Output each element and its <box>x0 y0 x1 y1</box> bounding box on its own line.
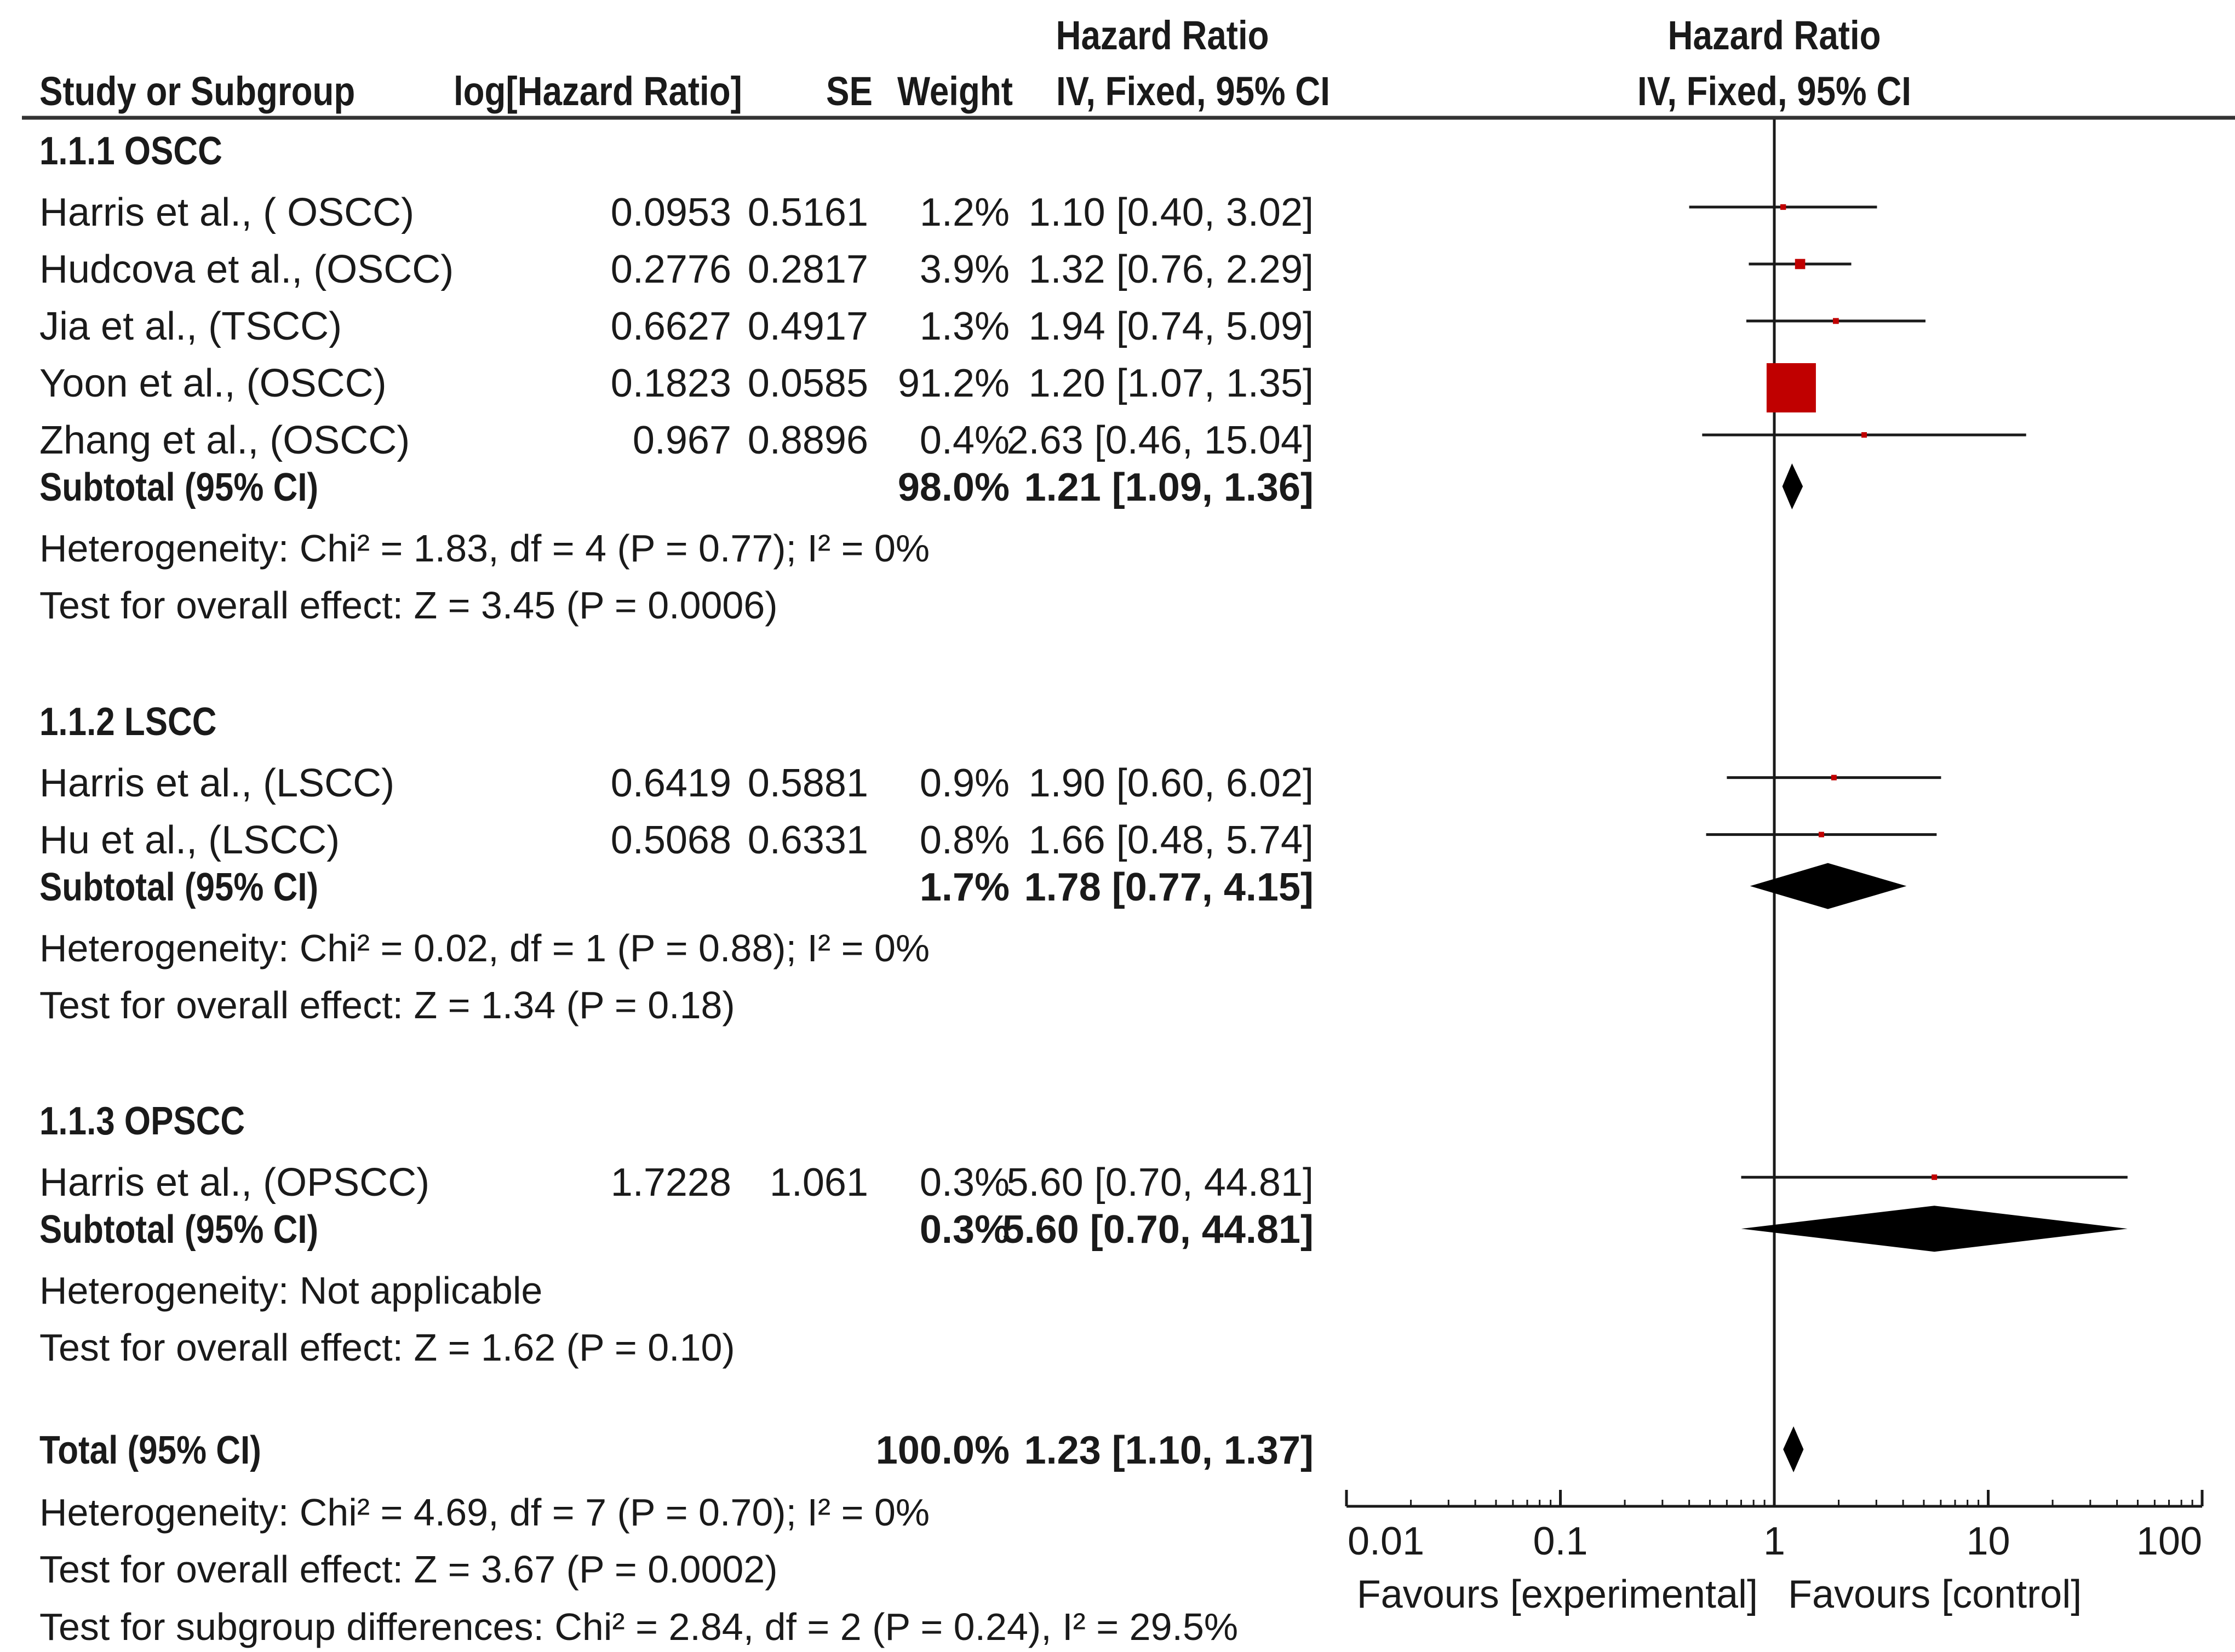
study-se: 0.5161 <box>747 191 868 234</box>
study-weight-square <box>1932 1174 1938 1180</box>
study-weight-square <box>1861 432 1867 438</box>
subtotal-weight: 98.0% <box>897 466 1010 509</box>
total-heterogeneity: Heterogeneity: Chi² = 4.69, df = 7 (P = … <box>39 1491 930 1534</box>
total-diamond <box>1783 1426 1804 1472</box>
study-loghr: 0.967 <box>632 418 731 462</box>
subtotal-diamond <box>1782 463 1803 509</box>
study-loghr: 0.5068 <box>610 818 731 862</box>
study-name: Harris et al., ( OSCC) <box>39 191 415 234</box>
total-overall-effect: Test for overall effect: Z = 3.67 (P = 0… <box>39 1548 778 1591</box>
heterogeneity-note: Heterogeneity: Chi² = 0.02, df = 1 (P = … <box>39 926 930 970</box>
study-weight-square <box>1818 831 1824 838</box>
subgroup-differences: Test for subgroup differences: Chi² = 2.… <box>39 1605 1239 1648</box>
study-name: Hu et al., (LSCC) <box>39 818 340 862</box>
x-axis-tick-label: 10 <box>1966 1519 2010 1563</box>
x-axis-tick-label: 100 <box>2136 1519 2202 1563</box>
study-weight: 0.4% <box>919 418 1010 462</box>
study-name: Jia et al., (TSCC) <box>39 305 342 348</box>
study-weight: 0.9% <box>919 761 1010 805</box>
study-weight-square <box>1780 204 1786 210</box>
header-se: SE <box>826 68 873 114</box>
x-axis-tick-label: 0.01 <box>1348 1519 1425 1563</box>
study-weight-square <box>1766 363 1816 412</box>
study-ci: 1.94 [0.74, 5.09] <box>1028 305 1314 348</box>
subtotal-weight: 0.3% <box>919 1208 1010 1252</box>
heterogeneity-note: Heterogeneity: Chi² = 1.83, df = 4 (P = … <box>39 527 930 570</box>
header-loghr: log[Hazard Ratio] <box>454 68 742 114</box>
study-name: Zhang et al., (OSCC) <box>39 418 410 462</box>
overall-effect-note: Test for overall effect: Z = 1.62 (P = 0… <box>39 1326 735 1369</box>
subtotal-diamond <box>1741 1206 2128 1252</box>
study-ci: 5.60 [0.70, 44.81] <box>1006 1161 1314 1205</box>
study-ci: 1.66 [0.48, 5.74] <box>1028 818 1314 862</box>
subtotal-label: Subtotal (95% CI) <box>39 466 319 509</box>
study-se: 0.0585 <box>747 362 868 405</box>
study-name: Yoon et al., (OSCC) <box>39 362 387 405</box>
header-ci-title: Hazard Ratio <box>1056 13 1269 58</box>
total-weight: 100.0% <box>875 1429 1010 1472</box>
subgroup-title: 1.1.1 OSCC <box>39 129 222 173</box>
study-se: 0.5881 <box>747 761 868 805</box>
study-name: Harris et al., (OPSCC) <box>39 1161 430 1205</box>
x-axis-tick-label: 0.1 <box>1533 1519 1588 1563</box>
study-loghr: 0.0953 <box>610 191 731 234</box>
study-se: 0.6331 <box>747 818 868 862</box>
study-ci: 1.10 [0.40, 3.02] <box>1028 191 1314 234</box>
study-se: 0.8896 <box>747 418 868 462</box>
study-weight: 3.9% <box>919 248 1010 291</box>
subtotal-ci: 1.21 [1.09, 1.36] <box>1024 466 1314 509</box>
header-plot-method: IV, Fixed, 95% CI <box>1637 68 1911 114</box>
study-weight: 0.3% <box>919 1161 1010 1205</box>
study-weight: 91.2% <box>897 362 1010 405</box>
subgroup-title: 1.1.3 OPSCC <box>39 1099 245 1144</box>
total-label: Total (95% CI) <box>39 1429 261 1472</box>
study-loghr: 0.6419 <box>610 761 731 805</box>
study-se: 0.2817 <box>747 248 868 291</box>
study-weight: 1.2% <box>919 191 1010 234</box>
study-weight: 0.8% <box>919 818 1010 862</box>
subtotal-weight: 1.7% <box>919 865 1010 909</box>
study-name: Hudcova et al., (OSCC) <box>39 248 454 291</box>
header-study: Study or Subgroup <box>39 68 356 114</box>
study-ci: 1.90 [0.60, 6.02] <box>1028 761 1314 805</box>
overall-effect-note: Test for overall effect: Z = 3.45 (P = 0… <box>39 584 778 627</box>
subtotal-label: Subtotal (95% CI) <box>39 1208 319 1252</box>
subtotal-label: Subtotal (95% CI) <box>39 865 319 909</box>
study-loghr: 1.7228 <box>610 1161 731 1205</box>
study-weight-square <box>1795 259 1806 269</box>
header-weight: Weight <box>897 68 1013 114</box>
study-loghr: 0.6627 <box>610 305 731 348</box>
study-ci: 1.32 [0.76, 2.29] <box>1028 248 1314 291</box>
study-se: 1.061 <box>769 1161 868 1205</box>
study-ci: 1.20 [1.07, 1.35] <box>1028 362 1314 405</box>
favours-control-label: Favours [control] <box>1788 1573 2082 1616</box>
subgroup-title: 1.1.2 LSCC <box>39 699 217 744</box>
study-loghr: 0.2776 <box>610 248 731 291</box>
study-weight-square <box>1833 318 1839 324</box>
subtotal-diamond <box>1750 863 1907 909</box>
subtotal-ci: 1.78 [0.77, 4.15] <box>1024 865 1314 909</box>
x-axis-tick-label: 1 <box>1763 1519 1786 1563</box>
study-se: 0.4917 <box>747 305 868 348</box>
header-ci-method: IV, Fixed, 95% CI <box>1056 68 1330 114</box>
header-plot-title: Hazard Ratio <box>1667 13 1881 58</box>
study-ci: 2.63 [0.46, 15.04] <box>1006 418 1314 462</box>
total-ci: 1.23 [1.10, 1.37] <box>1024 1429 1314 1472</box>
study-name: Harris et al., (LSCC) <box>39 761 395 805</box>
heterogeneity-note: Heterogeneity: Not applicable <box>39 1269 543 1312</box>
study-weight: 1.3% <box>919 305 1010 348</box>
study-loghr: 0.1823 <box>610 362 731 405</box>
subtotal-ci: 5.60 [0.70, 44.81] <box>1002 1208 1314 1252</box>
favours-experimental-label: Favours [experimental] <box>1356 1573 1758 1616</box>
study-weight-square <box>1831 775 1837 781</box>
overall-effect-note: Test for overall effect: Z = 1.34 (P = 0… <box>39 983 735 1026</box>
